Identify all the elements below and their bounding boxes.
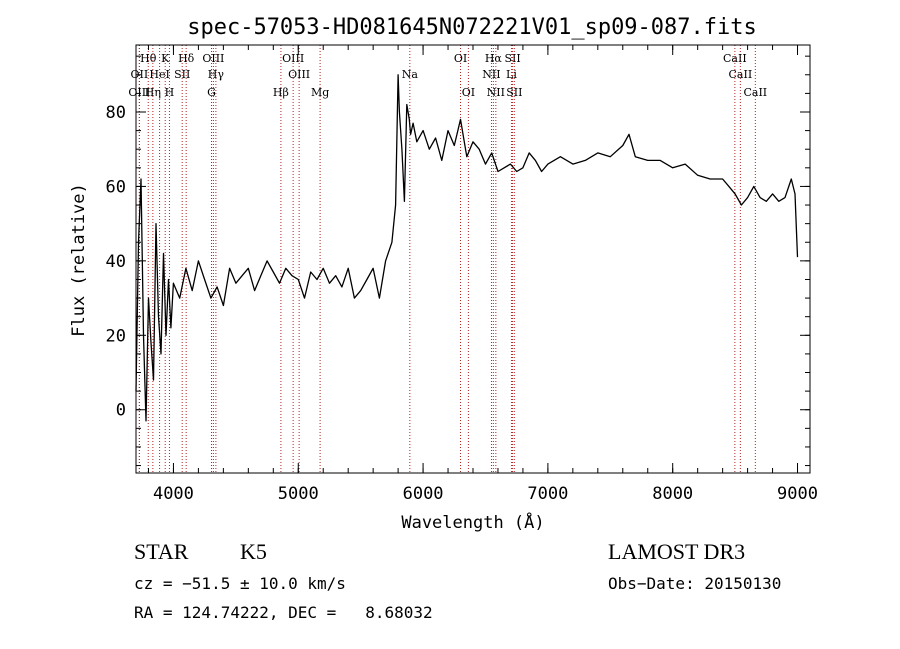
line-label: OIII (288, 68, 310, 81)
spectral-line-markers (138, 45, 756, 473)
line-label: OI (462, 86, 475, 99)
y-axis: 0 20 40 60 80 (106, 55, 810, 467)
x-tick-label: 5000 (278, 484, 319, 504)
line-label: NII (487, 86, 505, 99)
chart-title: spec-57053-HD081645N072221V01_sp09-087.f… (187, 15, 757, 40)
line-label: CaII (723, 52, 747, 65)
line-label: Na (402, 68, 419, 81)
line-label: OI (454, 52, 467, 65)
line-label: Hδ (178, 52, 195, 65)
coordinates: RA = 124.74222, DEC = 8.68032 (134, 603, 433, 622)
line-label: SII (506, 86, 522, 99)
survey-name: LAMOST DR3 (608, 539, 746, 564)
redshift-cz: cz = −51.5 ± 10.0 km/s (134, 574, 346, 593)
line-label: SII (504, 52, 520, 65)
x-axis: 4000 5000 6000 7000 8000 9000 (147, 45, 818, 504)
line-label: Li (506, 68, 517, 81)
object-type: STAR (134, 539, 189, 564)
y-tick-label: 80 (106, 103, 126, 123)
line-label: H (165, 86, 175, 99)
observation-date: Obs−Date: 20150130 (608, 574, 782, 593)
series-group (135, 74, 799, 422)
y-tick-label: 40 (106, 252, 126, 272)
line-label: Hθ (140, 52, 157, 65)
line-label: SII (174, 68, 190, 81)
spectral-subclass: K5 (240, 539, 267, 564)
line-label: Hγ (208, 68, 225, 81)
line-label: Hη (145, 86, 161, 99)
line-label: OIII (202, 52, 224, 65)
x-tick-label: 7000 (527, 484, 568, 504)
plot-frame (135, 44, 811, 474)
y-tick-label: 20 (106, 326, 126, 346)
line-label: K (161, 52, 170, 65)
line-label: OIII (282, 52, 304, 65)
line-label: Mg (311, 86, 329, 99)
y-tick-label: 60 (106, 177, 126, 197)
x-tick-label: 6000 (403, 484, 444, 504)
line-label: HeI (149, 68, 169, 81)
spectrum-line (135, 74, 799, 422)
x-tick-label: 8000 (652, 484, 693, 504)
line-label: CaII (729, 68, 753, 81)
x-axis-label: Wavelength (Å) (401, 511, 544, 533)
y-tick-label: 0 (116, 401, 126, 421)
line-label: G (207, 86, 216, 99)
line-label: Hβ (273, 86, 289, 99)
line-label: CaII (743, 86, 767, 99)
x-tick-label: 9000 (777, 484, 818, 504)
line-label: Hα (485, 52, 503, 65)
x-tick-label: 4000 (153, 484, 194, 504)
line-label: NII (482, 68, 500, 81)
y-axis-label: Flux (relative) (69, 183, 89, 337)
line-label: OIII (128, 86, 150, 99)
